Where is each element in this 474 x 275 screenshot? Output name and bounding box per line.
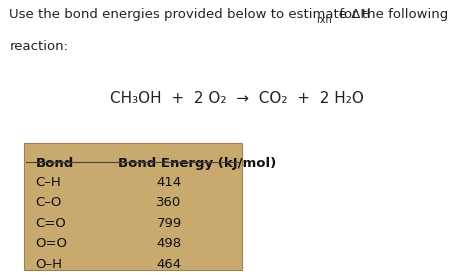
Text: Bond Energy (kJ/mol): Bond Energy (kJ/mol)	[118, 156, 277, 170]
Text: O–H: O–H	[36, 258, 63, 271]
Text: Bond: Bond	[36, 156, 74, 170]
Text: CH₃OH  +  2 O₂  →  CO₂  +  2 H₂O: CH₃OH + 2 O₂ → CO₂ + 2 H₂O	[110, 91, 364, 106]
Text: C=O: C=O	[36, 217, 66, 230]
Text: Use the bond energies provided below to estimate ΔH: Use the bond energies provided below to …	[9, 8, 371, 21]
Text: rxn: rxn	[316, 15, 331, 25]
Text: C–H: C–H	[36, 175, 61, 189]
Text: for the following: for the following	[335, 8, 448, 21]
Text: 464: 464	[156, 258, 182, 271]
Text: 414: 414	[156, 175, 182, 189]
Text: reaction:: reaction:	[9, 40, 68, 53]
Text: O=O: O=O	[36, 237, 68, 250]
Text: 498: 498	[156, 237, 182, 250]
Text: C–O: C–O	[36, 196, 62, 209]
Text: 799: 799	[156, 217, 182, 230]
FancyBboxPatch shape	[24, 143, 242, 270]
Text: 360: 360	[156, 196, 182, 209]
